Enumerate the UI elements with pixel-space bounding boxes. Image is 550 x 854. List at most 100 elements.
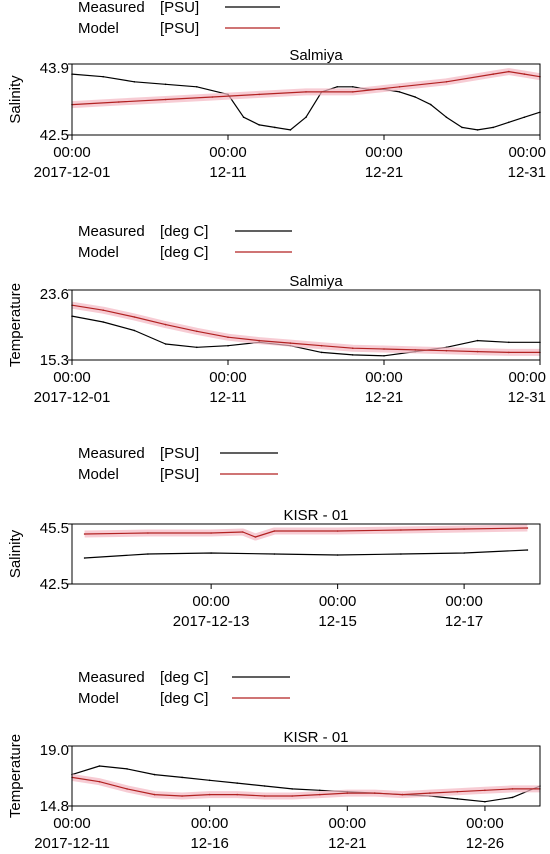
x-tick-date: 12-31	[508, 389, 546, 406]
legend-label: Model	[78, 690, 119, 707]
data-point-model	[463, 528, 465, 530]
legend-label: Model	[78, 20, 119, 37]
y-tick-label: 42.5	[40, 576, 69, 593]
data-point-model	[263, 795, 266, 797]
model-band	[71, 301, 540, 356]
data-point-model	[523, 73, 526, 75]
data-point-model	[352, 91, 354, 93]
data-point-measured	[461, 126, 463, 129]
data-point-measured	[102, 321, 104, 323]
legend-unit: [PSU]	[160, 466, 199, 483]
data-point-measured	[164, 343, 167, 345]
data-point-measured	[383, 355, 385, 357]
x-tick-date: 12-26	[466, 835, 504, 852]
x-tick-time: 00:00	[508, 369, 546, 386]
data-point-model	[429, 792, 431, 794]
y-tick-label: 43.9	[40, 60, 69, 77]
legend-unit: [deg C]	[160, 223, 208, 240]
data-point-measured	[400, 553, 402, 555]
x-tick-date: 2017-12-01	[34, 389, 111, 406]
chart-panel-2: Measured [deg C] Model [deg C] Salmiya Temper…	[7, 223, 546, 406]
legend-label: Model	[78, 466, 119, 483]
x-tick-date: 12-11	[209, 389, 246, 406]
y-tick-label: 19.0	[40, 742, 69, 759]
legend: Measured [PSU] Model [PSU]	[78, 445, 278, 483]
chart-title: KISR - 01	[283, 507, 348, 524]
data-point-model	[352, 347, 354, 350]
data-point-model	[511, 788, 514, 790]
data-point-measured	[476, 339, 479, 342]
legend-label: Measured	[78, 669, 145, 686]
data-point-model	[305, 91, 307, 93]
data-point-measured	[242, 116, 245, 118]
data-point-model	[83, 533, 86, 535]
data-point-model	[211, 96, 214, 98]
legend-label: Measured	[78, 0, 145, 16]
data-point-model	[164, 98, 167, 101]
x-tick-time: 00:00	[209, 369, 247, 386]
data-point-model	[102, 309, 104, 312]
data-point-model	[484, 789, 486, 792]
legend: Measured [PSU] Model [PSU]	[78, 0, 280, 37]
legend-label: Measured	[78, 445, 145, 462]
data-point-model	[118, 101, 120, 103]
data-point-model	[400, 529, 402, 531]
data-point-model	[320, 344, 323, 347]
data-point-measured	[492, 126, 495, 129]
data-point-model	[242, 531, 244, 533]
y-axis-label: Salinity	[7, 529, 24, 578]
chart-title: Salmiya	[289, 273, 343, 290]
x-tick-date: 12-21	[365, 389, 403, 406]
legend-unit: [deg C]	[160, 244, 208, 261]
data-point-measured	[227, 344, 229, 347]
data-point-measured	[153, 773, 156, 776]
data-point-model	[346, 792, 349, 794]
legend: Measured [deg C] Model [deg C]	[78, 223, 292, 261]
data-point-model	[374, 792, 376, 794]
series-line-model	[71, 304, 540, 353]
data-point-model	[398, 86, 401, 88]
data-point-measured	[273, 553, 276, 555]
legend-unit: [deg C]	[160, 669, 208, 686]
data-point-measured	[320, 351, 323, 354]
chart-title: KISR - 01	[283, 729, 348, 746]
data-point-model	[126, 788, 128, 790]
data-point-measured	[289, 129, 292, 131]
data-point-model	[181, 795, 183, 797]
data-point-model	[153, 793, 156, 796]
y-axis-label: Temperature	[7, 734, 24, 818]
legend-label: Measured	[78, 223, 145, 240]
chart-title: Salmiya	[289, 47, 343, 64]
data-point-model	[227, 336, 229, 339]
x-tick-date: 12-21	[365, 164, 403, 181]
data-point-measured	[164, 83, 167, 86]
x-tick-date: 12-31	[508, 164, 546, 181]
data-point-measured	[526, 549, 529, 551]
data-point-measured	[430, 103, 432, 106]
data-point-measured	[147, 553, 149, 555]
x-tick-time: 00:00	[53, 815, 91, 832]
data-point-model	[164, 323, 167, 326]
series-line-measured	[71, 73, 541, 131]
x-tick-date: 12-21	[328, 835, 366, 852]
data-point-model	[445, 349, 448, 352]
data-point-measured	[181, 776, 183, 779]
data-point-model	[414, 349, 417, 351]
data-point-measured	[511, 796, 514, 799]
data-point-model	[258, 93, 261, 96]
data-point-measured	[398, 91, 401, 93]
data-point-measured	[305, 116, 307, 118]
y-tick-label: 42.5	[40, 127, 69, 144]
data-point-measured	[196, 86, 198, 88]
data-point-measured	[508, 341, 510, 344]
legend-unit: [PSU]	[160, 20, 199, 37]
x-tick-time: 00:00	[53, 144, 91, 161]
series-line-model	[84, 527, 528, 538]
data-point-measured	[236, 782, 238, 784]
data-point-model	[196, 330, 198, 333]
data-point-model	[133, 316, 136, 318]
model-band	[71, 68, 541, 109]
x-tick-time: 00:00	[329, 815, 367, 832]
y-axis-label: Salinity	[7, 75, 24, 124]
legend-unit: [PSU]	[160, 0, 199, 16]
